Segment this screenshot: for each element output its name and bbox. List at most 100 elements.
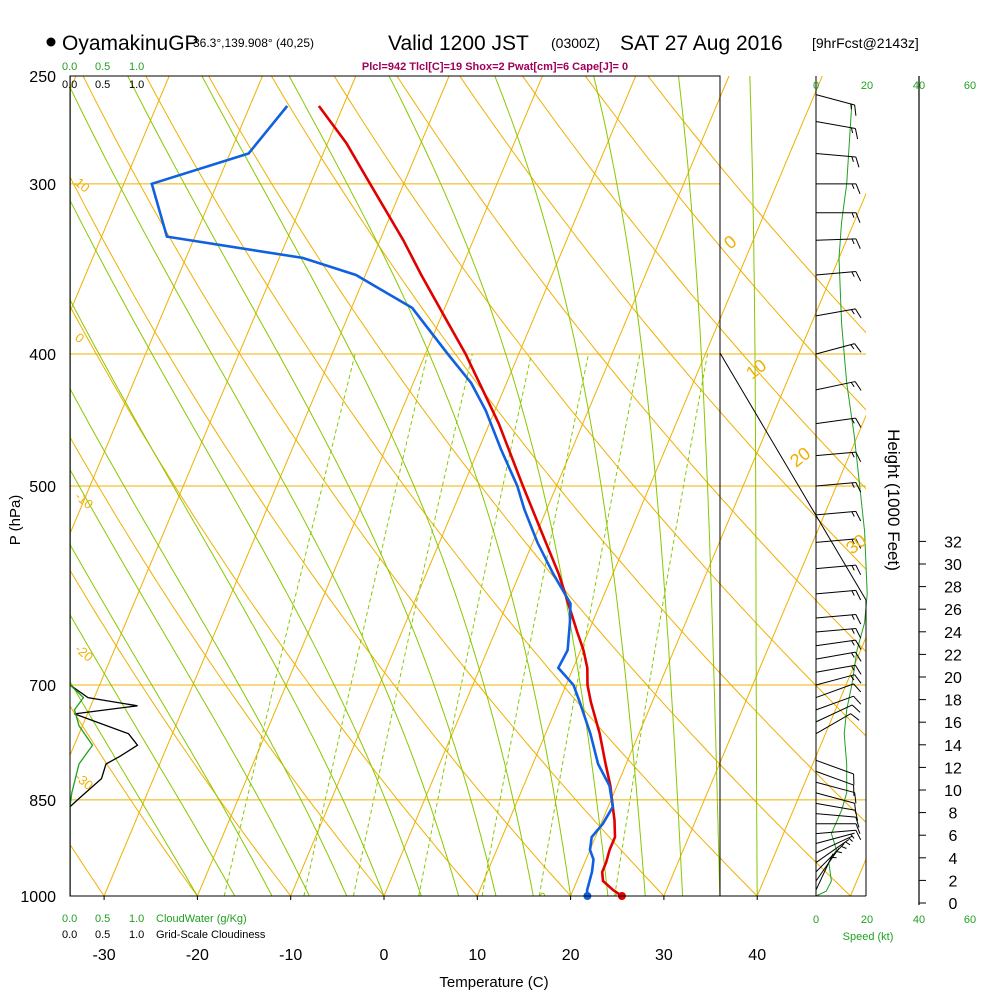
dry-adiabat-line xyxy=(333,76,866,737)
dry-adiabat-line xyxy=(70,569,292,896)
wind-barb xyxy=(816,823,861,834)
height-tick-label: 32 xyxy=(944,534,962,551)
theta-label: 20 xyxy=(786,443,814,471)
temperature-tick-label: -30 xyxy=(93,947,116,964)
moist-adiabat-line xyxy=(749,76,758,896)
wind-barb xyxy=(815,271,862,282)
y-axis-title: P (hPa) xyxy=(7,495,24,546)
moist-adiabat-line xyxy=(201,76,534,896)
cloudiness-profile-line xyxy=(70,76,139,896)
wind-barb xyxy=(815,153,860,168)
isotherm-label: -10 xyxy=(72,489,96,513)
left-strip-top-ticks: 0.0 0.5 1.0 0.0 0.5 1.0 xyxy=(62,61,144,91)
wind-barb xyxy=(815,695,862,711)
height-tick-label: 14 xyxy=(944,738,962,755)
dry-adiabat-line xyxy=(70,305,478,896)
isotherm-line xyxy=(383,76,730,896)
wind-barb xyxy=(815,847,843,882)
mixing-ratio-line xyxy=(614,353,708,896)
dewpoint-profile-line xyxy=(150,105,615,897)
cloudwater-label: CloudWater (g/Kg) xyxy=(156,913,247,925)
wind-barb xyxy=(815,832,855,844)
temperature-tick-label: 10 xyxy=(468,947,486,964)
dry-adiabat-line xyxy=(396,76,866,653)
station-coords: 36.3°,139.908° (40,25) xyxy=(193,36,314,50)
title-bar: OyamakinuGP 36.3°,139.908° (40,25) Valid… xyxy=(46,32,919,55)
moist-adiabat-line xyxy=(70,680,198,896)
isotherm-line xyxy=(103,76,450,896)
speed-tick-bottom-0: 0 xyxy=(813,914,819,926)
wind-barb xyxy=(815,839,851,863)
height-tick-label: 24 xyxy=(944,625,962,642)
pressure-tick-label: 850 xyxy=(29,793,56,810)
dry-adiabat-line xyxy=(270,76,866,824)
moist-adiabat-line xyxy=(678,76,721,896)
wind-barb xyxy=(815,802,859,821)
wind-barbs xyxy=(815,94,862,891)
wind-barb xyxy=(815,482,862,493)
moist-adiabat-line xyxy=(70,543,273,896)
height-tick-label: 2 xyxy=(949,873,958,890)
isotherm-line xyxy=(476,76,823,896)
dry-adiabat-line xyxy=(70,175,572,896)
x-axis-title: Temperature (C) xyxy=(439,974,548,991)
pressure-tick-label: 500 xyxy=(29,479,56,496)
temperature-tick-label: 30 xyxy=(655,947,673,964)
moist-adiabat-line xyxy=(70,387,348,896)
temperature-tick-label: 20 xyxy=(562,947,580,964)
cloudiness-tick-bottom-1: 0.5 xyxy=(95,929,110,941)
wind-barb xyxy=(815,343,862,355)
mixing-ratio-label: 3 xyxy=(348,895,364,908)
valid-time: Valid 1200 JST xyxy=(388,32,529,55)
mixing-ratio-label: 1 xyxy=(219,895,235,908)
mixing-ratio-line xyxy=(303,353,428,896)
dry-adiabat-line xyxy=(82,76,665,896)
wind-barb xyxy=(815,510,862,522)
wind-barb xyxy=(815,238,861,249)
dry-adiabat-line xyxy=(521,76,866,490)
isotherm-label: 10 xyxy=(72,175,93,196)
moist-adiabat-line xyxy=(593,76,684,896)
wind-barb xyxy=(815,759,855,785)
height-tick-label: 12 xyxy=(944,760,962,777)
isotherm-line xyxy=(70,76,357,757)
dry-adiabat-line xyxy=(584,76,866,411)
plot-frame-diagonal xyxy=(719,352,867,601)
height-tick-label: 4 xyxy=(949,851,958,868)
cloudwater-tick-top-0: 0.0 xyxy=(62,61,77,73)
wind-barb xyxy=(815,121,859,140)
dry-adiabat-line xyxy=(208,76,852,896)
mixing-ratio-line xyxy=(352,353,473,896)
wind-barb xyxy=(815,639,862,650)
wind-barb xyxy=(815,829,862,841)
dry-adiabat-line xyxy=(459,76,866,570)
wind-barb xyxy=(815,674,862,686)
dry-adiabat-line xyxy=(70,436,385,896)
isotherm-label: 0 xyxy=(72,330,87,346)
wind-barb xyxy=(815,538,862,549)
wind-barb xyxy=(815,843,847,873)
wind-barb xyxy=(815,94,857,116)
wind-barb xyxy=(815,308,862,319)
cloudwater-tick-top-1: 0.5 xyxy=(95,61,110,73)
wind-barb xyxy=(815,564,862,576)
pressure-tick-label: 1000 xyxy=(20,889,56,906)
speed-axis-top: 0 20 40 60 xyxy=(813,80,976,92)
wind-barb xyxy=(816,183,861,195)
temperature-tick-label: 40 xyxy=(748,947,766,964)
speed-tick-bottom-1: 20 xyxy=(861,914,873,926)
pressure-tick-label: 700 xyxy=(29,678,56,695)
cloudiness-tick-top-1: 0.5 xyxy=(95,79,110,91)
wind-barb xyxy=(816,212,861,223)
height-tick-label: 28 xyxy=(944,580,962,597)
cloudiness-tick-top-0: 0.0 xyxy=(62,79,77,91)
height-tick-label: 16 xyxy=(944,715,962,732)
wind-barb xyxy=(815,451,862,463)
wind-barb xyxy=(815,792,857,814)
isotherm-label: -20 xyxy=(72,641,96,665)
moist-adiabat-line xyxy=(70,199,422,896)
dry-adiabat-line xyxy=(70,704,199,896)
mixing-ratio-label: 5 xyxy=(413,895,429,908)
pressure-tick-label: 300 xyxy=(29,177,56,194)
